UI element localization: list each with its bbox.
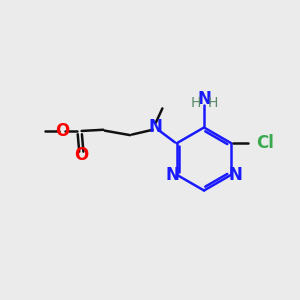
Text: N: N	[197, 90, 211, 108]
Text: O: O	[74, 146, 88, 164]
Text: H: H	[190, 96, 201, 110]
Text: H: H	[207, 96, 218, 110]
Text: N: N	[166, 166, 180, 184]
Text: N: N	[149, 118, 163, 136]
Text: Cl: Cl	[256, 134, 274, 152]
Text: O: O	[55, 122, 69, 140]
Text: N: N	[228, 166, 242, 184]
